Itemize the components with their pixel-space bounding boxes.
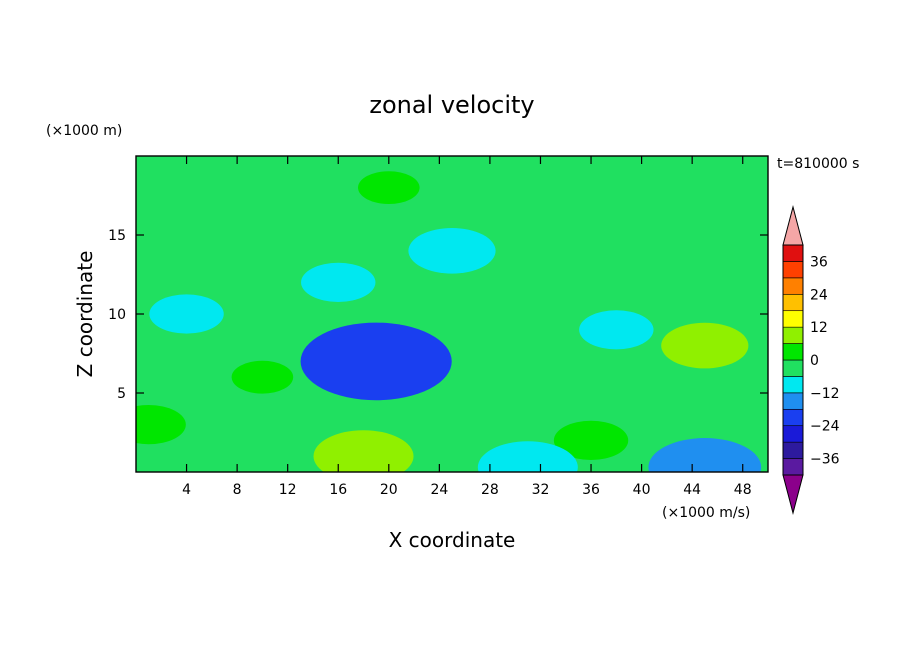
colorbar-tick-label: −12 (810, 386, 840, 402)
colorbar: 36 24 12 0 −12 −24 −36 (782, 205, 840, 515)
x-tick-label: 24 (430, 482, 448, 498)
x-tick-label: 36 (582, 482, 600, 498)
x-tick-label: 44 (683, 482, 701, 498)
contour-region (358, 171, 420, 205)
colorbar-band (782, 359, 804, 377)
colorbar-min-arrow (782, 474, 804, 515)
contour-region (301, 262, 376, 302)
colorbar-band (782, 310, 804, 328)
plot-background (136, 156, 768, 472)
colorbar-band (782, 425, 804, 443)
colorbar-band (782, 244, 804, 262)
colorbar-tick-label: 12 (810, 320, 828, 336)
x-axis-ticks: 4 8 12 16 20 24 28 32 36 40 44 48 (182, 156, 752, 498)
contour-region (661, 322, 749, 369)
colorbar-tick-label: −36 (810, 452, 840, 468)
x-unit-label: (×1000 m/s) (662, 505, 750, 521)
colorbar-band (782, 458, 804, 476)
colorbar-band (782, 408, 804, 427)
colorbar-band (782, 261, 804, 279)
colorbar-band (782, 326, 804, 344)
colorbar-band (782, 277, 804, 295)
colorbar-band (782, 392, 804, 410)
y-axis-ticks: 5 10 15 (108, 228, 768, 402)
y-unit-label: (×1000 m) (46, 123, 122, 139)
colorbar-tick-label: 36 (810, 254, 828, 270)
colorbar-max-arrow (782, 205, 804, 246)
contour-region (300, 322, 452, 401)
x-tick-label: 8 (233, 482, 242, 498)
x-tick-label: 48 (734, 482, 752, 498)
contour-region (149, 294, 224, 334)
contour-field (136, 171, 762, 472)
x-tick-label: 40 (633, 482, 651, 498)
x-tick-label: 12 (279, 482, 297, 498)
x-axis-label: X coordinate (389, 528, 516, 552)
colorbar-tick-label: −24 (810, 419, 840, 435)
contour-region (553, 420, 629, 460)
contour-region (136, 405, 186, 445)
contour-region (477, 441, 578, 472)
colorbar-band (782, 343, 804, 361)
y-tick-label: 5 (117, 386, 126, 402)
y-axis-label: Z coordinate (73, 251, 97, 378)
x-tick-label: 20 (380, 482, 398, 498)
x-tick-label: 4 (182, 482, 191, 498)
contour-region (579, 310, 654, 350)
colorbar-band (782, 441, 804, 459)
contour-region (408, 228, 496, 274)
contour-region (231, 360, 294, 394)
y-tick-label: 10 (108, 307, 126, 323)
colorbar-band (782, 293, 804, 312)
y-tick-label: 15 (108, 228, 126, 244)
colorbar-tick-label: 24 (810, 287, 828, 303)
x-tick-label: 28 (481, 482, 499, 498)
time-label: t=810000 s (777, 156, 859, 172)
colorbar-tick-label: 0 (810, 353, 819, 369)
colorbar-frame (782, 244, 804, 476)
contour-region (313, 430, 414, 472)
contour-region (648, 438, 762, 472)
colorbar-band (782, 376, 804, 394)
chart-title: zonal velocity (369, 91, 534, 119)
x-tick-label: 32 (532, 482, 550, 498)
x-tick-label: 16 (329, 482, 347, 498)
